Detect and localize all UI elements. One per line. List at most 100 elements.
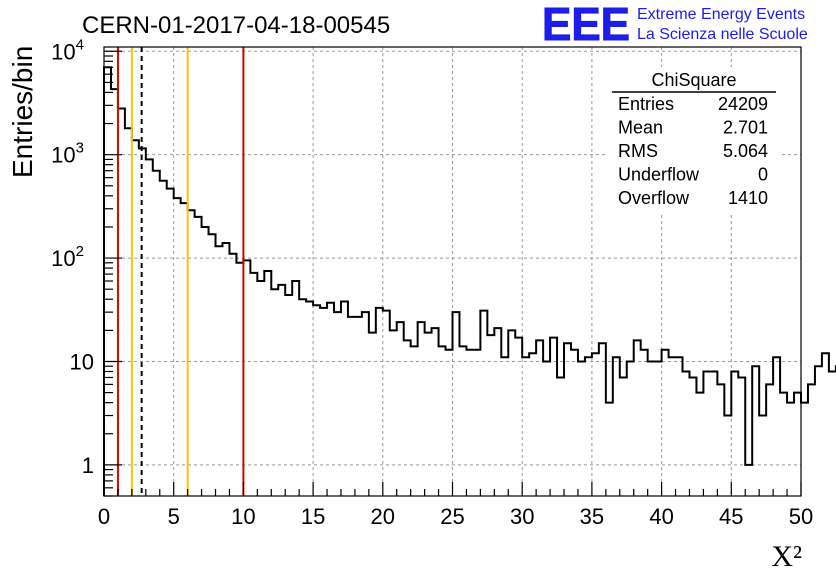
stats-label-mean: Mean [618,118,663,138]
histogram-bin-70 [592,353,599,496]
histogram-bin-61 [529,353,536,496]
stats-value-overflow: 1410 [728,188,768,208]
histogram-bin-42 [397,322,404,496]
histogram-bin-83 [683,371,690,496]
histogram-bin-8 [160,181,167,496]
x-tick-label-0: 0 [98,504,110,529]
histogram-bin-51 [459,346,466,496]
histogram-bin-21 [250,273,257,496]
x-tick-label-6: 30 [510,504,534,529]
y-axis-ticks: 1 10 102 103 104 [51,36,122,497]
histogram-bin-36 [355,317,362,496]
histogram-bin-25 [278,285,285,496]
histogram-bin-88 [717,384,724,496]
histogram-bin-87 [710,371,717,496]
histogram-bin-56 [494,328,501,496]
histogram-bin-64 [550,338,557,496]
histogram-bin-41 [390,330,397,496]
histogram-bin-6 [146,159,153,496]
histogram-bin-80 [662,350,669,496]
histogram-bin-39 [376,308,383,496]
histogram-bin-4 [132,140,139,496]
histogram-bin-73 [613,357,620,496]
y-tick-label-4: 104 [51,36,84,64]
histogram-bin-44 [411,346,418,496]
histogram-bin-28 [299,299,306,496]
histogram-bin-2 [118,108,125,496]
histogram-outline [103,66,836,496]
histogram-bin-9 [167,189,174,496]
histogram-bin-62 [536,340,543,496]
histogram-bin-100 [801,403,808,496]
histogram-bin-31 [320,308,327,496]
histogram-bin-85 [696,393,703,496]
y-tick-label-0: 1 [82,453,94,478]
y-axis-label: Entries/bin [7,46,38,178]
histogram-bin-11 [181,203,188,496]
histogram-bin-22 [257,281,264,496]
histogram-bin-52 [466,350,473,496]
histogram-bin-46 [425,333,432,496]
histogram-bin-58 [508,330,515,496]
histogram-bin-7 [153,171,160,496]
histogram-bin-81 [669,357,676,496]
eee-logo: EEE Extreme Energy Events La Scienza nel… [542,0,808,51]
histogram-bin-34 [341,302,348,496]
histogram-bin-35 [348,317,355,496]
histogram-bin-38 [369,333,376,496]
histogram-bin-33 [334,312,341,496]
x-tick-label-9: 45 [719,504,743,529]
histogram-bin-47 [432,328,439,496]
histogram-bin-79 [655,361,662,496]
histogram-bin-94 [759,416,766,496]
stats-box: ChiSquare Entries 24209 Mean 2.701 RMS 5.064 U… [608,67,780,213]
histogram-bin-53 [473,350,480,496]
histogram-bin-0 [104,67,111,496]
y-tick-label-1: 10 [70,349,94,374]
histogram-bin-89 [724,416,731,496]
stats-title: ChiSquare [651,70,736,90]
histogram-bin-19 [236,263,243,496]
histogram-bin-16 [216,246,223,496]
histogram-bin-78 [648,361,655,496]
logo-line-1: Extreme Energy Events [637,6,805,23]
x-axis-label: X² [771,540,802,572]
stats-value-entries: 24209 [718,94,768,114]
histogram-bin-68 [578,361,585,496]
histogram-bin-40 [383,311,390,496]
stats-value-mean: 2.701 [723,118,768,138]
histogram-bin-59 [515,338,522,496]
histogram-bin-32 [327,303,334,496]
stats-rows: Entries 24209 Mean 2.701 RMS 5.064 Underflow 0 O… [618,94,768,208]
histogram-bin-103 [822,353,829,496]
histogram-bin-66 [564,343,571,496]
histogram-bin-86 [703,371,710,496]
histogram-bin-20 [243,260,250,496]
histogram-bin-55 [487,335,494,496]
histogram-bin-15 [209,234,216,496]
histogram-bin-50 [453,312,460,496]
histogram-bin-27 [292,281,299,496]
y-tick-label-3: 103 [51,140,84,168]
histogram-bin-45 [418,322,425,496]
histogram-bin-37 [362,312,369,496]
histogram-bin-10 [174,198,181,496]
x-tick-label-3: 15 [301,504,325,529]
histogram-bin-3 [125,128,132,496]
histogram-bin-18 [229,254,236,496]
histogram-bin-72 [606,403,613,496]
histogram-bin-91 [738,377,745,496]
histogram-bin-84 [689,377,696,496]
histogram-bin-17 [222,243,229,496]
stats-value-underflow: 0 [758,165,768,185]
logo-line-2: La Scienza nelle Scuole [637,26,808,43]
histogram-bin-30 [313,305,320,496]
histogram-bin-104 [829,371,836,496]
histogram-bin-43 [404,340,411,496]
histogram-bin-99 [794,393,801,496]
histogram-bin-97 [780,393,787,496]
x-tick-label-2: 10 [231,504,255,529]
histogram-bin-23 [264,271,271,496]
histogram-bin-29 [306,302,313,496]
stats-value-rms: 5.064 [723,141,768,161]
